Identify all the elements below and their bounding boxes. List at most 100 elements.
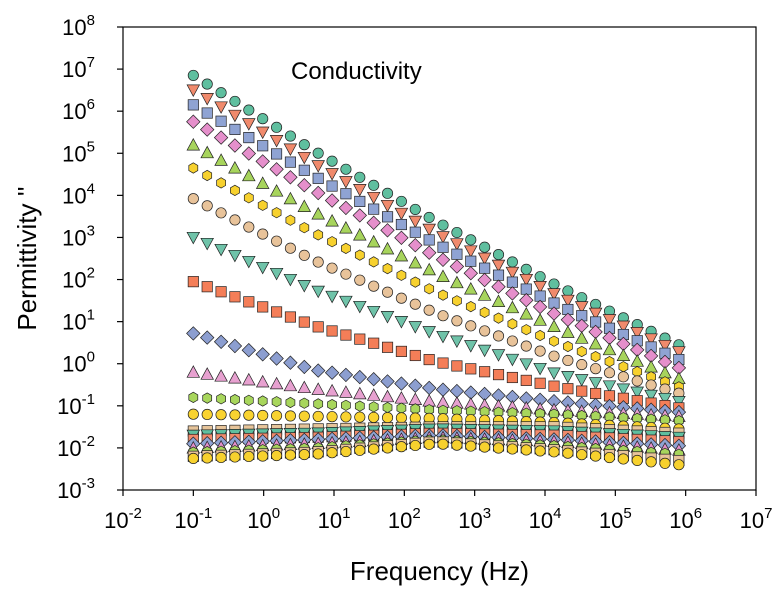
- data-point: [340, 163, 352, 175]
- data-point: [366, 215, 381, 230]
- data-point: [255, 261, 270, 275]
- data-point: [659, 457, 671, 469]
- y-tick-label: 108: [62, 12, 95, 40]
- y-tick-label: 10-3: [57, 475, 95, 503]
- data-point: [450, 238, 464, 251]
- data-point: [299, 397, 310, 409]
- data-point: [340, 445, 352, 458]
- data-point: [354, 333, 366, 345]
- data-point: [534, 271, 546, 283]
- data-point: [408, 378, 423, 393]
- series-4: [186, 114, 687, 376]
- data-point: [324, 193, 340, 208]
- data-point: [520, 444, 532, 456]
- data-point: [354, 249, 365, 261]
- data-point: [340, 268, 352, 280]
- series-21: [187, 438, 685, 471]
- data-point: [394, 376, 409, 391]
- data-point: [491, 259, 506, 273]
- data-point: [257, 395, 268, 407]
- data-point: [186, 365, 201, 378]
- data-point: [269, 351, 284, 366]
- data-point: [520, 374, 532, 386]
- data-point: [200, 145, 214, 159]
- data-point: [409, 226, 421, 238]
- data-point: [574, 374, 589, 387]
- data-point: [533, 313, 547, 326]
- data-point: [339, 385, 353, 398]
- data-point: [519, 293, 534, 308]
- data-point: [228, 160, 242, 174]
- data-point: [326, 262, 338, 274]
- y-tick-label: 100: [62, 349, 95, 377]
- data-point: [354, 195, 366, 207]
- data-point: [562, 285, 574, 297]
- data-point: [269, 267, 284, 281]
- data-point: [284, 242, 296, 254]
- data-point: [396, 402, 407, 414]
- data-point: [492, 249, 505, 261]
- data-point: [283, 378, 298, 392]
- y-tick-label: 10-2: [57, 433, 95, 461]
- x-tick-label: 101: [318, 505, 351, 533]
- data-point: [506, 371, 518, 384]
- x-tick-label: 103: [458, 505, 491, 533]
- data-point: [423, 354, 435, 366]
- series-8: [186, 231, 686, 409]
- data-point: [534, 290, 546, 302]
- data-point: [215, 286, 227, 298]
- x-tick-label: 100: [247, 505, 280, 533]
- data-point: [394, 316, 409, 329]
- data-point: [257, 199, 268, 211]
- y-tick-label: 103: [62, 222, 95, 250]
- data-point: [382, 262, 393, 275]
- data-point: [394, 207, 409, 221]
- data-point: [547, 367, 561, 381]
- data-point: [479, 306, 490, 319]
- data-point: [465, 440, 477, 452]
- data-point: [506, 256, 518, 268]
- data-point: [590, 450, 602, 462]
- data-point: [479, 262, 491, 274]
- data-point: [298, 139, 310, 151]
- data-point: [576, 385, 588, 397]
- data-point: [658, 339, 672, 353]
- series-7: [187, 193, 685, 399]
- data-point: [201, 200, 213, 212]
- data-point: [617, 371, 629, 383]
- data-point: [465, 363, 477, 375]
- data-point: [464, 340, 478, 353]
- data-point: [672, 396, 686, 409]
- data-point: [381, 286, 394, 298]
- data-point: [644, 333, 658, 346]
- data-point: [341, 399, 351, 411]
- data-point: [327, 398, 337, 411]
- data-point: [563, 340, 573, 353]
- data-point: [229, 214, 241, 226]
- data-point: [201, 107, 213, 119]
- data-point: [340, 329, 352, 341]
- data-point: [423, 438, 435, 450]
- data-point: [422, 380, 437, 396]
- data-point: [243, 450, 255, 463]
- data-point: [520, 263, 532, 275]
- data-point: [616, 320, 631, 334]
- data-point: [436, 269, 450, 282]
- data-point: [590, 363, 602, 375]
- data-point: [271, 410, 283, 422]
- data-point: [506, 335, 518, 347]
- data-point: [519, 273, 534, 287]
- data-point: [312, 256, 324, 268]
- data-point: [215, 115, 227, 127]
- data-point: [257, 228, 269, 240]
- data-point: [437, 241, 449, 253]
- data-point: [381, 187, 394, 199]
- data-point: [492, 330, 505, 342]
- data-point: [408, 255, 423, 269]
- data-point: [381, 211, 394, 223]
- data-point: [255, 154, 270, 169]
- data-point: [229, 409, 241, 421]
- data-point: [493, 312, 504, 324]
- data-point: [201, 408, 213, 421]
- x-tick-label: 10-2: [104, 505, 142, 533]
